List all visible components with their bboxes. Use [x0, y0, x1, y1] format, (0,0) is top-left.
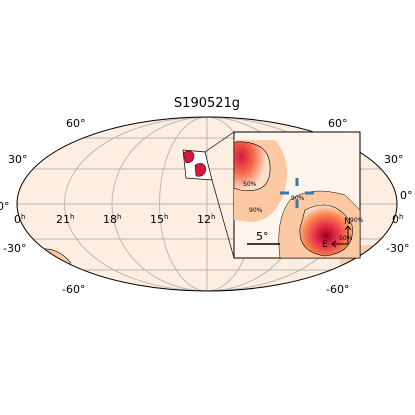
dec-labels: 60° 30° 0° -30° -60° 60° 30° 0° -30° -60… — [0, 117, 413, 296]
ra-labels: 0h 21h 18h 15h 12h 0h — [14, 213, 403, 226]
dec-label: -60° — [326, 283, 349, 296]
dec-label: 0° — [0, 200, 10, 213]
ra-label: 15h — [150, 213, 168, 226]
inset: 50% 90% 90% 50% 90% 5° N E — [233, 131, 364, 259]
dec-label: -60° — [62, 283, 85, 296]
contour-label: 50% — [339, 235, 353, 242]
dec-label: 60° — [328, 117, 348, 130]
contour-label: 50% — [243, 181, 257, 188]
ra-label: 12h — [197, 213, 215, 226]
contour-label: 90% — [249, 207, 263, 214]
dec-label: -30° — [3, 242, 26, 255]
contour-label: 90% — [350, 217, 364, 224]
contour-label: 90% — [291, 195, 305, 202]
ra-label: 0h — [14, 213, 25, 226]
compass-north: N — [344, 217, 351, 227]
title: S190521g — [174, 96, 240, 111]
dec-label: 30° — [8, 153, 28, 166]
ra-label: 0h — [392, 213, 403, 226]
dec-label: 60° — [66, 117, 86, 130]
ra-label: 18h — [103, 213, 121, 226]
scale-label: 5° — [256, 230, 269, 243]
localization-box — [182, 131, 235, 259]
dec-label: 0° — [400, 189, 413, 202]
dec-label: -30° — [386, 242, 409, 255]
compass-east: E — [322, 240, 328, 250]
ra-label: 21h — [56, 213, 74, 226]
dec-label: 30° — [384, 153, 404, 166]
